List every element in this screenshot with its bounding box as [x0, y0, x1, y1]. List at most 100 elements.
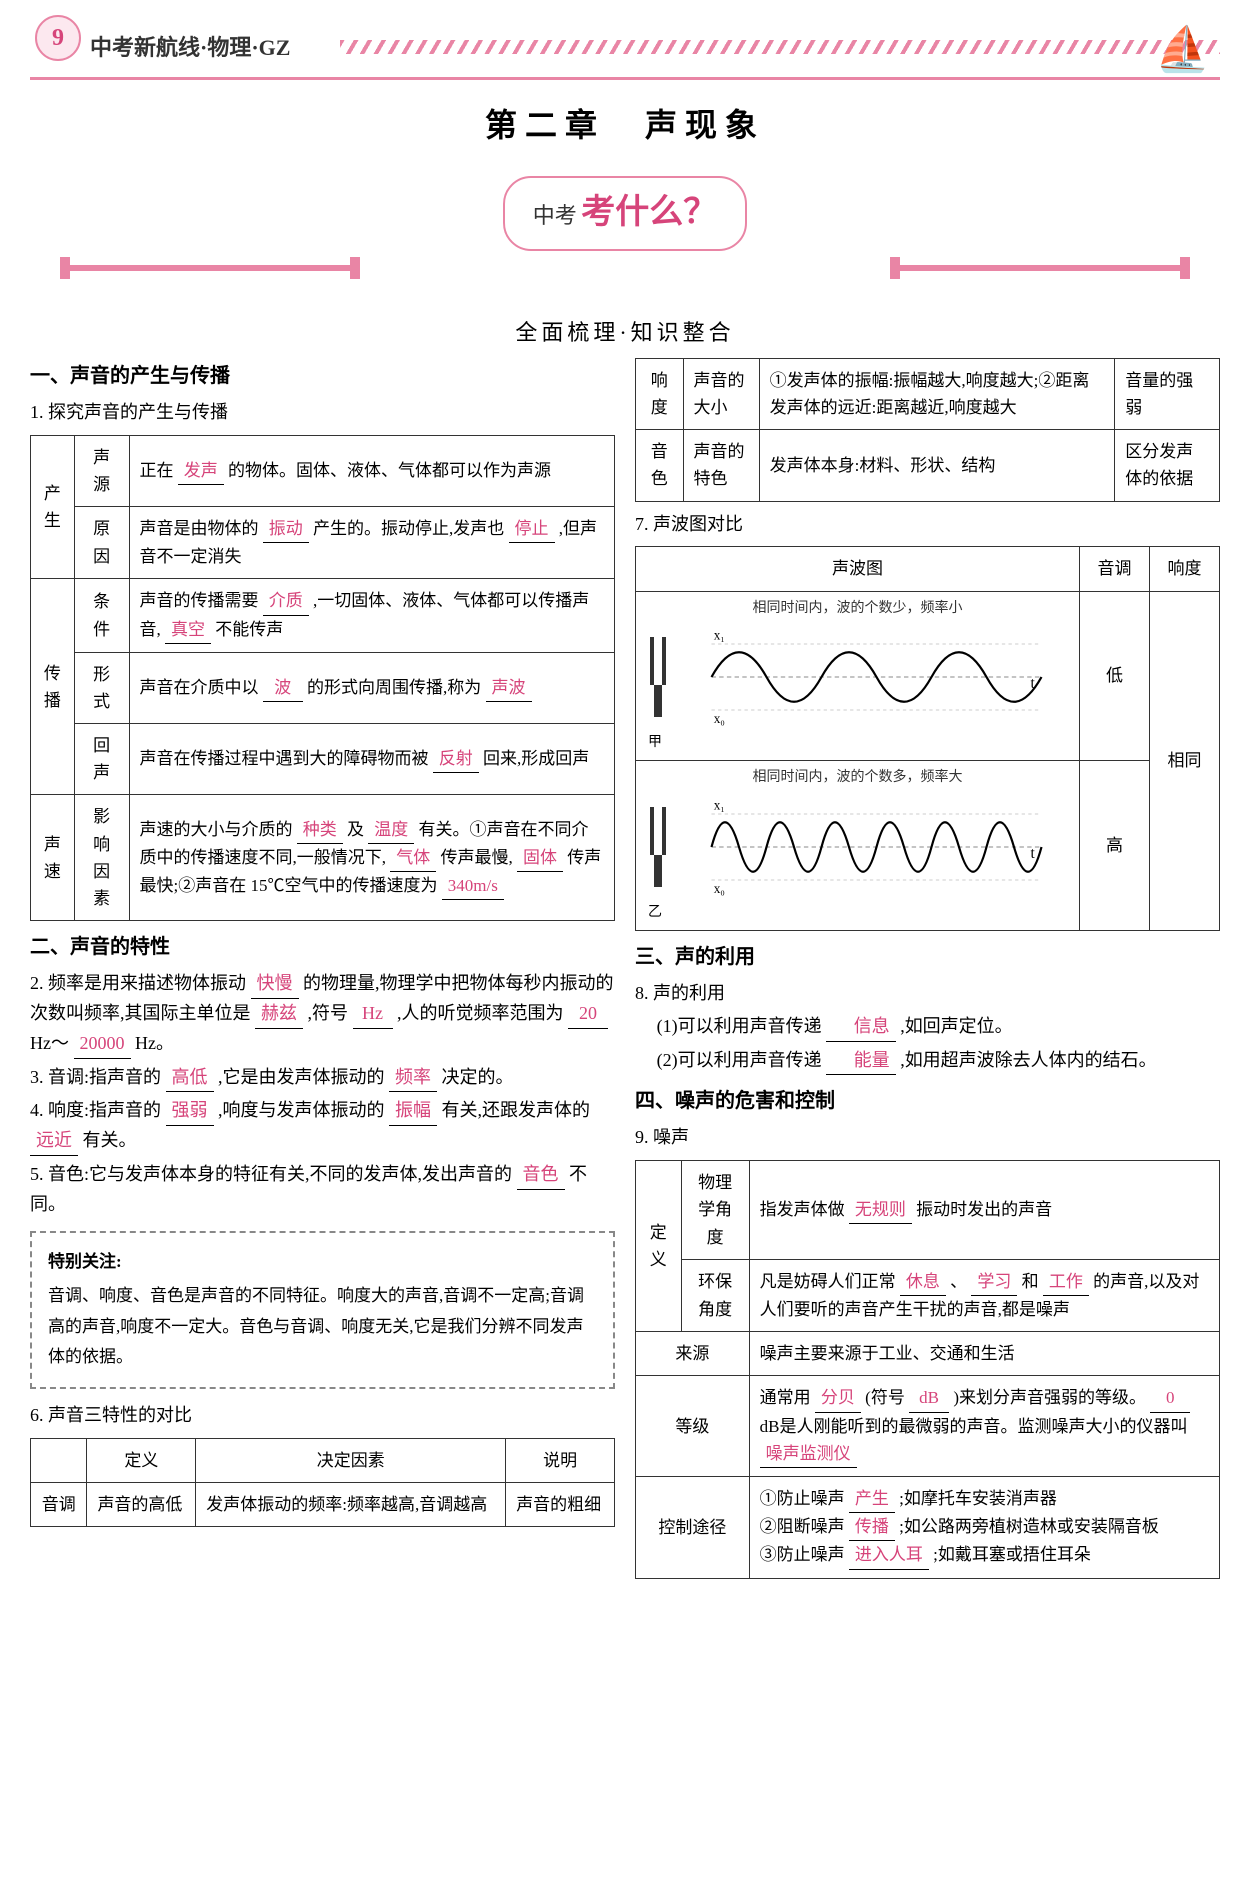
txt: 传声最慢, [441, 848, 513, 867]
txt: 声音在传播过程中遇到大的障碍物而被 [140, 749, 429, 768]
answer: 气体 [390, 844, 436, 872]
answer: 振动 [263, 515, 309, 543]
table-row: 声速 影响因素 声速的大小与介质的 种类 及 温度 有关。①声音在不同介质中的传… [31, 795, 615, 921]
svg-text:x₁: x₁ [714, 627, 725, 642]
svg-text:x₁: x₁ [714, 797, 725, 812]
td: 等级 [636, 1376, 750, 1477]
tuning-fork-icon [642, 799, 674, 895]
txt: Hz。 [135, 1033, 174, 1053]
txt: 4. 响度:指声音的 [30, 1100, 161, 1120]
answer: 介质 [263, 587, 309, 615]
td: 通常用 分贝 (符号 dB )来划分声音强弱的等级。 0 dB是人刚能听到的最微… [749, 1376, 1219, 1477]
txt: 及 [347, 820, 364, 839]
svg-text:t: t [1031, 845, 1036, 862]
answer: 产生 [849, 1485, 895, 1513]
table-row: 原因 声音是由物体的 振动 产生的。振动停止,发声也 停止 ,但声音不一定消失 [31, 506, 615, 578]
th [31, 1438, 87, 1482]
answer: 快慢 [251, 969, 299, 999]
cell-source: 声源 [74, 435, 129, 506]
cell-echo: 回声 [74, 724, 129, 795]
table-row: 响度 声音的大小 ①发声体的振幅:振幅越大,响度越大;②距离发声体的远近:距离越… [636, 358, 1220, 429]
page-number: 9 [35, 15, 81, 61]
answer: 远近 [30, 1126, 78, 1156]
txt: 有关,还跟发声体的 [442, 1100, 591, 1120]
answer: 温度 [368, 816, 414, 844]
pill-big-text: 考什么？ [581, 194, 717, 231]
answer: 信息 [826, 1012, 896, 1042]
note-title: 特别关注: [48, 1247, 597, 1278]
two-column-layout: 一、声音的产生与传播 1. 探究声音的产生与传播 产生 声源 正在 发声 的物体… [30, 350, 1220, 1587]
cell-produce: 产生 [31, 435, 75, 579]
td: 指发声体做 无规则 振动时发出的声音 [749, 1161, 1219, 1260]
cell-text: 声音在传播过程中遇到大的障碍物而被 反射 回来,形成回声 [129, 724, 614, 795]
answer: dB [909, 1384, 949, 1412]
answer: 进入人耳 [849, 1541, 929, 1569]
header-title: 中考新航线·物理·GZ [90, 30, 290, 65]
txt: 不能传声 [215, 620, 283, 639]
table-sound-generation: 产生 声源 正在 发声 的物体。固体、液体、气体都可以作为声源 原因 声音是由物… [30, 435, 615, 922]
table-row: 来源 噪声主要来源于工业、交通和生活 [636, 1332, 1220, 1376]
txt: 5. 音色:它与发声体本身的特征有关,不同的发声体,发出声音的 [30, 1164, 512, 1184]
table-row: 定义 决定因素 说明 [31, 1438, 615, 1482]
cell-speed: 声速 [31, 795, 75, 921]
table-three-characteristics-cont: 响度 声音的大小 ①发声体的振幅:振幅越大,响度越大;②距离发声体的远近:距离越… [635, 358, 1220, 502]
th: 响度 [1150, 547, 1220, 591]
wave-high-freq: t x₁ x₀ [680, 792, 1073, 902]
item-1: 1. 探究声音的产生与传播 [30, 398, 615, 427]
page: 9 中考新航线·物理·GZ ⛵ 第二章 声现象 中考 考什么？ 全面梳理·知识整… [0, 0, 1250, 1627]
table-three-characteristics: 定义 决定因素 说明 音调 声音的高低 发声体振动的频率:频率越高,音调越高 声… [30, 1438, 615, 1527]
td: 音调 [31, 1482, 87, 1526]
td: 响度 [636, 358, 684, 429]
txt: 声速的大小与介质的 [140, 820, 293, 839]
answer: 种类 [297, 816, 343, 844]
td: 声音的粗细 [506, 1482, 615, 1526]
cell-text: 正在 发声 的物体。固体、液体、气体都可以作为声源 [129, 435, 614, 506]
right-column: 响度 声音的大小 ①发声体的振幅:振幅越大,响度越大;②距离发声体的远近:距离越… [635, 350, 1220, 1587]
svg-text:x₀: x₀ [714, 881, 725, 896]
cell-form: 形式 [74, 652, 129, 723]
answer: 340m/s [442, 872, 504, 900]
txt: Hz～ [30, 1033, 69, 1053]
table-row: 相同时间内，波的个数多，频率大 t x₁x₀ [636, 761, 1220, 931]
table-row: 控制途径 ①防止噪声 产生 ;如摩托车安装消声器 ②阻断噪声 传播 ;如公路两旁… [636, 1476, 1220, 1578]
txt: 的形式向周围传播,称为 [307, 678, 481, 697]
txt: 指发声体做 [760, 1200, 845, 1219]
answer: 强弱 [166, 1096, 214, 1126]
item-8-2: (2)可以利用声音传递 能量 ,如用超声波除去人体内的结石。 [635, 1046, 1220, 1076]
txt: 决定的。 [442, 1067, 514, 1087]
txt: 的物体。固体、液体、气体都可以作为声源 [228, 461, 551, 480]
txt: 凡是妨碍人们正常 [760, 1272, 896, 1291]
answer: 振幅 [389, 1096, 437, 1126]
answer: 0 [1150, 1384, 1190, 1412]
txt: 通常用 [760, 1388, 811, 1407]
td: 发声体振动的频率:频率越高,音调越高 [196, 1482, 506, 1526]
table-row: 音调 声音的高低 发声体振动的频率:频率越高,音调越高 声音的粗细 [31, 1482, 615, 1526]
td: ①防止噪声 产生 ;如摩托车安装消声器 ②阻断噪声 传播 ;如公路两旁植树造林或… [749, 1476, 1219, 1578]
td: 高 [1080, 761, 1150, 931]
txt: ;如摩托车安装消声器 [899, 1489, 1057, 1508]
wave-caption: 相同时间内，波的个数少，频率小 [642, 598, 1073, 620]
cell-condition: 条件 [74, 579, 129, 652]
txt: 回来,形成回声 [483, 749, 589, 768]
section-1-heading: 一、声音的产生与传播 [30, 360, 615, 392]
td: 低 [1080, 591, 1150, 761]
cell-propagate: 传播 [31, 579, 75, 795]
answer: 声波 [486, 674, 532, 702]
answer: 噪声监测仪 [760, 1440, 857, 1468]
wave-low-freq: t x₁x₀ [680, 622, 1073, 732]
txt: 正在 [140, 461, 174, 480]
txt: 声音的传播需要 [140, 591, 259, 610]
special-note-box: 特别关注: 音调、响度、音色是声音的不同特征。响度大的声音,音调不一定高;音调高… [30, 1231, 615, 1389]
wave-cell-high: 相同时间内，波的个数多，频率大 t x₁x₀ [636, 761, 1080, 931]
txt: ①防止噪声 [760, 1489, 845, 1508]
td: 声音的特色 [683, 430, 759, 501]
th: 决定因素 [196, 1438, 506, 1482]
txt: ;如公路两旁植树造林或安装隔音板 [899, 1517, 1159, 1536]
txt: ,如回声定位。 [900, 1016, 1013, 1036]
answer: 20 [568, 999, 608, 1029]
table-row: 传播 条件 声音的传播需要 介质 ,一切固体、液体、气体都可以传播声音, 真空 … [31, 579, 615, 652]
item-8: 8. 声的利用 [635, 979, 1220, 1008]
answer: 波 [263, 674, 303, 702]
answer: 休息 [900, 1268, 946, 1296]
section-3-heading: 三、声的利用 [635, 941, 1220, 973]
